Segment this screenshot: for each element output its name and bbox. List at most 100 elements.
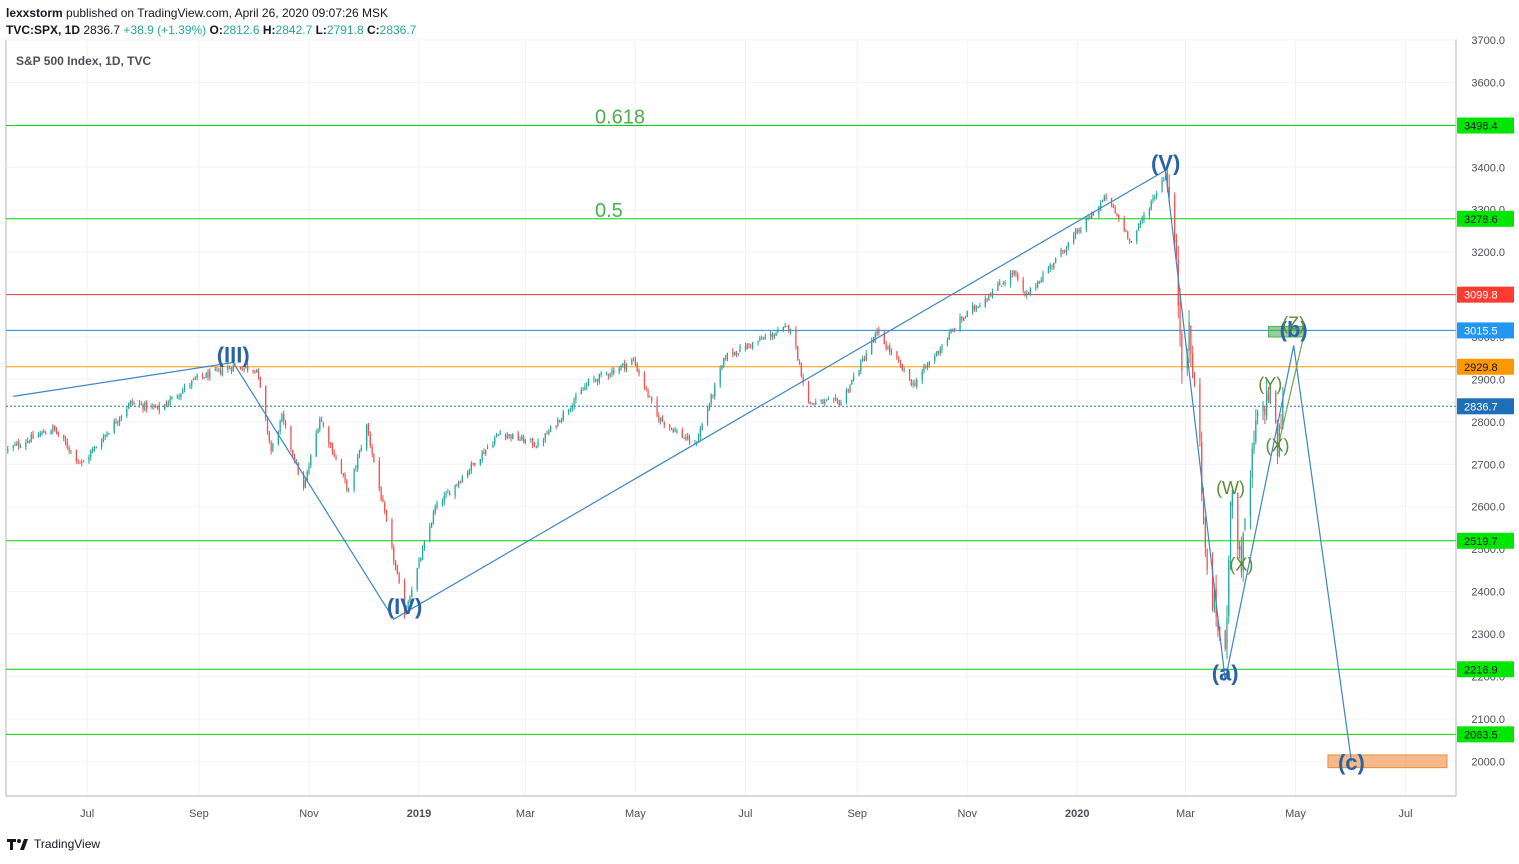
price-tag-label: 2836.7 [1464,401,1498,413]
candle-body [744,346,747,349]
candle-body [825,399,828,401]
price-tag-box [1457,726,1514,743]
wave-label: (III) [217,342,250,367]
price-tag: 3278.6 [1457,210,1514,227]
candle-body [394,561,397,568]
price-tick-label: 3700.0 [1471,35,1505,47]
candle-body [800,362,802,376]
author-name[interactable]: lexxstorm [6,6,63,20]
price-tag-label: 2063.5 [1464,729,1498,741]
candle-body [560,419,563,423]
candle-body [863,358,866,360]
candle-body [851,380,853,385]
candle-body [138,403,141,405]
candle-body [403,581,406,616]
candle-body [66,442,68,448]
candle-body [887,347,889,349]
candle-body [862,358,864,362]
candle-body [535,447,537,449]
candle-body [1026,292,1028,296]
candle-body [840,402,842,406]
candle-body [1114,207,1116,213]
candle-body [757,340,759,342]
candle-body [896,351,898,359]
tradingview-logo[interactable]: TradingView [6,837,100,851]
candle-body [872,339,875,342]
candle-body [1143,215,1145,220]
candle-body [1175,240,1178,259]
candle-body [219,369,222,374]
candle-body [838,400,840,405]
candle-body [1213,592,1215,611]
ohlc-legend: TVC:SPX, 1D 2836.7 +38.9 (+1.39%) O:2812… [6,22,416,39]
candle-body [486,447,489,449]
candle-body [1027,292,1030,295]
candle-body [865,354,867,361]
subwave-label: (W) [1216,478,1245,498]
candle-body [239,366,242,370]
high-label: H: [262,23,276,37]
candle-body [508,434,510,436]
candle-body [802,376,804,383]
candle-body [688,435,691,444]
candle-body [1280,427,1282,429]
price-tag-label: 2519.7 [1464,536,1498,548]
candle-body [497,434,499,436]
candle-body [820,400,822,402]
candle-body [1253,442,1255,449]
candle-body [335,456,337,459]
candle-body [638,370,640,375]
candle-body [308,466,310,473]
candle-body [434,507,436,513]
candle-body [432,512,435,524]
candle-body [977,307,979,309]
candle-body [416,568,418,590]
time-axis[interactable]: Jul Sep Nov 2019 Mar May Jul Sep Nov 2020 Mar May Ju… [6,795,1456,820]
candle-body [683,437,685,439]
candle-body [1161,180,1163,193]
candle-body [481,452,483,461]
candle-body [1022,279,1024,291]
candle-body [937,351,940,353]
candle-body [611,370,613,375]
candle-body [795,329,797,347]
time-tick-label: May [625,808,646,820]
publish-info: lexxstorm published on TradingView.com, … [6,5,416,22]
candle-body [50,430,52,435]
price-axis[interactable]: 2000.02100.02200.02300.02400.02500.02600… [1455,35,1505,796]
price-tick-label: 2400.0 [1471,587,1505,599]
publish-text: published on TradingView.com, April 26, … [62,6,389,20]
price-tick-label: 2100.0 [1471,714,1505,726]
candle-body [946,339,949,346]
candle-body [176,396,178,398]
candle-body [1237,492,1239,550]
candle-body [912,383,914,385]
candle-body [510,434,512,439]
candle-body [1276,421,1279,456]
candle-body [1074,231,1077,236]
candle-body [283,413,285,422]
candle-body [762,337,765,339]
candle-body [724,358,727,360]
candle-body [1139,221,1142,225]
price-tick-label: 2300.0 [1471,629,1505,641]
candle-body [1181,334,1183,371]
candle-body [55,429,58,434]
wave-label: (IV) [387,594,422,619]
candle-body [54,425,56,430]
candle-body [380,487,382,500]
candle-body [512,433,514,440]
candle-body [1226,617,1228,649]
candle-body [1202,494,1205,520]
candle-body [609,374,611,376]
candle-body [600,373,602,375]
candle-body [759,338,761,342]
candle-body [45,433,47,435]
candle-body [999,282,1001,286]
candle-body [871,340,873,354]
candle-body [447,492,449,494]
candle-body [474,462,476,466]
candle-body [1238,546,1241,550]
candle-body [1255,419,1257,442]
